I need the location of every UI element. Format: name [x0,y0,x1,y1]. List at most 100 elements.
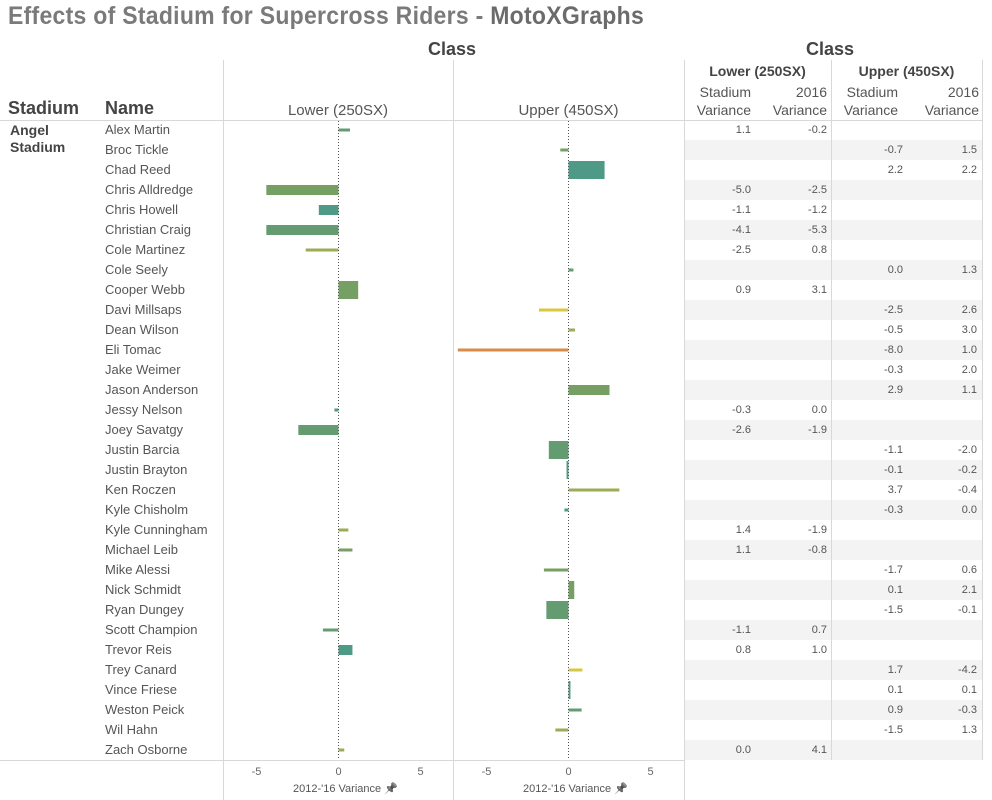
title-text: Effects of Stadium for Supercross Riders… [8,2,491,30]
bar-dean-wilson[interactable] [568,328,576,332]
stadium-variance-cell: -1.1 [732,204,751,216]
bar-ken-roczen[interactable] [568,488,620,492]
stadium-variance-cell: -1.5 [884,724,903,736]
row-stripe [684,340,982,360]
rider-name: Eli Tomac [105,342,162,357]
stadium-variance-cell: 1.4 [735,524,751,536]
2016-variance-cell: 0.8 [811,244,827,256]
rider-name: Wil Hahn [105,722,158,737]
2016-variance-cell: 1.5 [961,144,977,156]
bar-chris-alldredge[interactable] [266,185,339,195]
bar-nick-schmidt[interactable] [568,581,575,599]
table-col-stadium-variance: Stadium Variance [843,84,898,118]
x-tick-label: 5 [417,766,424,778]
stadium-variance-cell: 1.7 [887,664,903,676]
x-axis-label: 2012-'16 Variance 📌 [293,782,398,795]
table-upper-header: Upper (450SX) [858,63,955,79]
2016-variance-cell: -0.1 [958,604,977,616]
stadium-variance-cell: 0.1 [887,584,903,596]
upper-class-header: Upper (450SX) [518,102,619,119]
x-tick-label: 0 [565,766,572,778]
bar-kyle-cunningham[interactable] [338,528,349,532]
stadium-variance-cell: 2.2 [887,164,903,176]
bar-cole-seely[interactable] [568,268,574,272]
row-stripe [684,380,982,400]
x-tick-label: -5 [251,766,262,778]
2016-variance-cell: -0.3 [958,704,977,716]
bar-cole-martinez[interactable] [305,248,339,252]
bar-jason-anderson[interactable] [568,385,610,395]
row-stripe [684,540,982,560]
bar-trey-canard[interactable] [568,668,583,672]
rider-name: Zach Osborne [105,742,188,757]
bar-chad-reed[interactable] [568,161,605,179]
rider-name: Ken Roczen [105,482,176,497]
bar-mike-alessi[interactable] [543,568,569,572]
bar-eli-tomac[interactable] [457,348,569,352]
row-stripe [684,220,982,240]
class-header-chart: Class [428,39,477,59]
bar-broc-tickle[interactable] [560,148,569,152]
rider-name: Chris Alldredge [105,182,194,197]
rider-name: Joey Savatgy [105,422,184,437]
row-stripe [684,260,982,280]
bar-joey-savatgy[interactable] [298,425,339,435]
stadium-variance-cell: -8.0 [884,344,903,356]
stadium-variance-cell: 0.0 [887,264,903,276]
stadium-variance-cell: -1.7 [884,564,903,576]
bar-christian-craig[interactable] [266,225,339,235]
bar-vince-friese[interactable] [568,681,571,699]
2016-variance-cell: 2.1 [961,584,977,596]
row-stripe [684,740,982,760]
stadium-variance-cell: -0.3 [884,364,903,376]
2016-variance-cell: 1.1 [961,384,977,396]
bar-davi-millsaps[interactable] [538,308,569,312]
x-tick-label: 0 [335,766,342,778]
rider-name: Ryan Dungey [105,602,184,617]
bar-weston-peick[interactable] [568,708,582,712]
rider-name: Weston Peick [105,702,185,717]
stadium-variance-cell: -1.1 [884,444,903,456]
pin-icon[interactable]: 📌 [381,783,398,795]
row-stripe [684,460,982,480]
stadium-variance-cell: 0.9 [887,704,903,716]
x-axis-title: 2012-'16 Variance [523,783,612,795]
2016-variance-cell: 0.6 [961,564,977,576]
bar-justin-barcia[interactable] [548,441,569,459]
bar-scott-champion[interactable] [322,628,339,632]
rider-name: Scott Champion [105,622,198,637]
stadium-variance-cell: -1.1 [732,624,751,636]
bar-jessy-nelson[interactable] [334,408,339,412]
pin-icon[interactable]: 📌 [611,783,628,795]
2016-variance-cell: 0.1 [961,684,977,696]
stadium-variance-cell: -4.1 [732,224,751,236]
2016-variance-cell: 2.0 [961,364,977,376]
bar-kyle-chisholm[interactable] [564,508,569,512]
bar-trevor-reis[interactable] [338,645,353,655]
2016-variance-cell: -1.9 [808,424,827,436]
rider-name: Jason Anderson [105,382,199,397]
rider-name: Christian Craig [105,222,191,237]
bar-justin-brayton[interactable] [566,461,569,479]
row-stripe [684,420,982,440]
rider-name: Cole Seely [105,262,168,277]
bar-zach-osborne[interactable] [338,748,345,752]
bar-chris-howell[interactable] [318,205,339,215]
rider-name: Alex Martin [105,122,171,137]
lower-class-header: Lower (250SX) [287,102,389,119]
2016-variance-cell: 3.1 [811,284,827,296]
2016-variance-cell: 0.7 [811,624,827,636]
x-axis-title: 2012-'16 Variance [293,783,382,795]
bar-ryan-dungey[interactable] [546,601,569,619]
row-stripe [684,580,982,600]
bar-wil-hahn[interactable] [555,728,569,732]
bar-cooper-webb[interactable] [338,281,359,299]
stadium-variance-cell: -1.5 [884,604,903,616]
bar-michael-leib[interactable] [338,548,353,552]
table-col-2016-variance: 2016 Variance [772,84,827,118]
2016-variance-cell: 0.0 [961,504,977,516]
stadium-variance-cell: -0.3 [884,504,903,516]
bar-alex-martin[interactable] [338,128,350,132]
rider-name: Nick Schmidt [105,582,181,597]
row-stripe [684,140,982,160]
